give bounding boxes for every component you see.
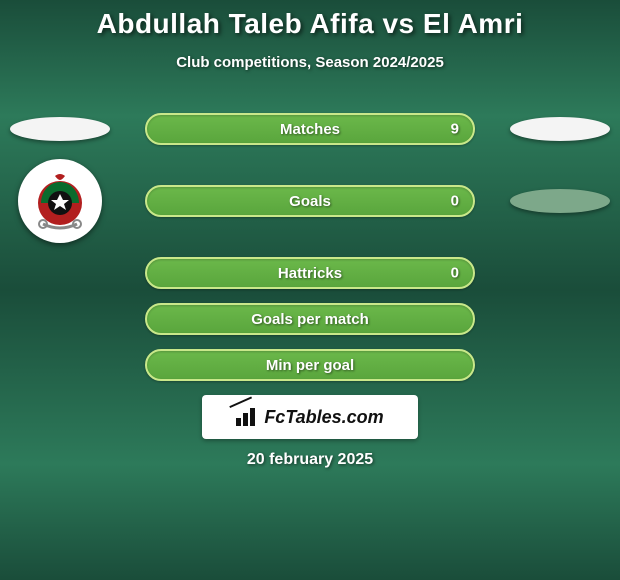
stat-label: Hattricks — [278, 265, 342, 282]
stat-value-right: 9 — [451, 121, 459, 138]
right-slot — [505, 257, 615, 289]
player-right-ellipse — [510, 189, 610, 213]
stat-value-right: 0 — [451, 193, 459, 210]
comparison-infographic: Abdullah Taleb Afifa vs El Amri Club com… — [0, 0, 620, 580]
right-slot — [505, 303, 615, 335]
stat-bar-hattricks: Hattricks 0 — [145, 257, 475, 289]
date-label: 20 february 2025 — [0, 451, 620, 469]
stat-label: Goals — [289, 193, 331, 210]
club-crest-icon — [29, 170, 91, 232]
stat-label: Goals per match — [251, 311, 369, 328]
stat-row: Hattricks 0 — [0, 257, 620, 289]
left-slot — [5, 349, 115, 381]
stat-row: Matches 9 — [0, 113, 620, 145]
left-slot — [5, 257, 115, 289]
stat-bar-goals-per-match: Goals per match — [145, 303, 475, 335]
stat-bar-min-per-goal: Min per goal — [145, 349, 475, 381]
player-right-ellipse — [510, 117, 610, 141]
stat-bar-matches: Matches 9 — [145, 113, 475, 145]
page-title: Abdullah Taleb Afifa vs El Amri — [0, 8, 620, 40]
stat-row: Goals per match — [0, 303, 620, 335]
stat-label: Matches — [280, 121, 340, 138]
watermark-text: FcTables.com — [264, 407, 383, 428]
player-left-badge — [18, 159, 102, 243]
stat-value-right: 0 — [451, 265, 459, 282]
subtitle: Club competitions, Season 2024/2025 — [0, 54, 620, 71]
stat-row: Goals 0 — [0, 159, 620, 243]
right-slot — [505, 113, 615, 145]
watermark: FcTables.com — [202, 395, 418, 439]
stat-bar-goals: Goals 0 — [145, 185, 475, 217]
stat-label: Min per goal — [266, 357, 354, 374]
stat-rows: Matches 9 — [0, 113, 620, 381]
player-left-ellipse — [10, 117, 110, 141]
right-slot — [505, 185, 615, 217]
right-slot — [505, 349, 615, 381]
left-slot — [5, 303, 115, 335]
left-slot — [5, 113, 115, 145]
stat-row: Min per goal — [0, 349, 620, 381]
bar-chart-icon — [236, 408, 258, 426]
left-slot — [5, 159, 115, 243]
